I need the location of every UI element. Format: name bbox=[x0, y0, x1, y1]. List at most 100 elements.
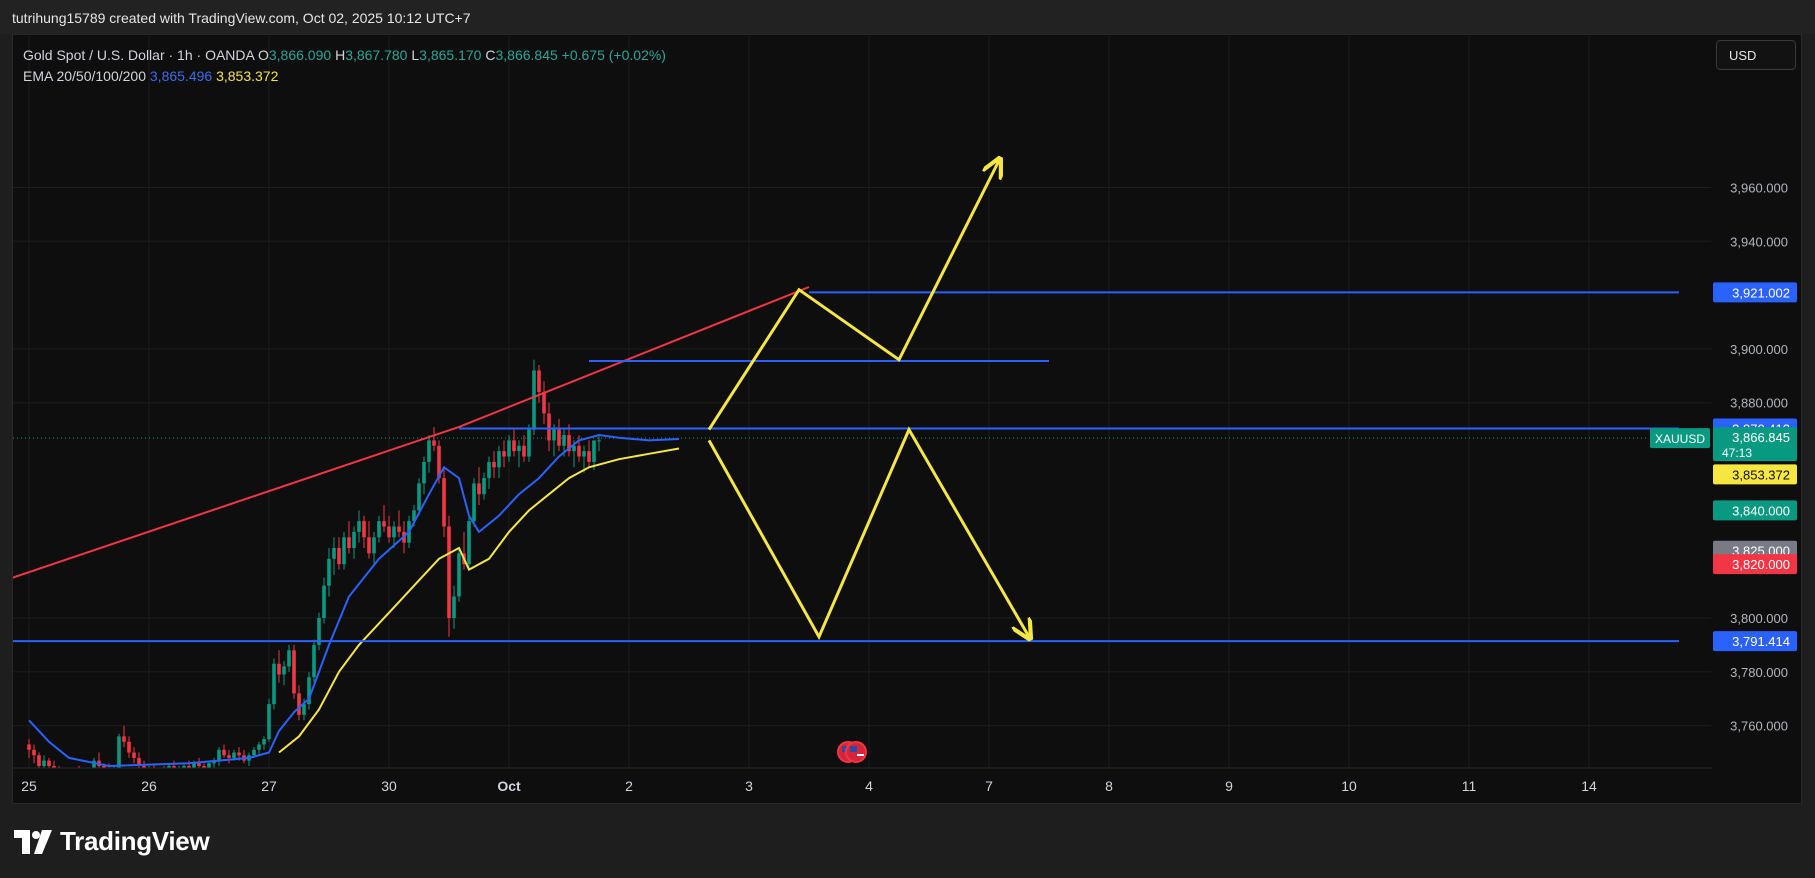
candle-body bbox=[232, 752, 236, 758]
candle-body bbox=[362, 521, 366, 538]
candle-body bbox=[517, 445, 521, 452]
ema50-line bbox=[278, 447, 680, 754]
candle-body bbox=[147, 769, 151, 772]
candle-body bbox=[252, 749, 256, 756]
candle-body bbox=[132, 752, 136, 758]
last-price-badge-bg bbox=[1713, 427, 1797, 462]
price-badge: 3,791.414 bbox=[1713, 631, 1797, 652]
time-tick-label: 11 bbox=[1462, 778, 1477, 794]
candle-body bbox=[312, 644, 316, 678]
time-tick-label: 7 bbox=[985, 778, 993, 794]
candle-body bbox=[142, 766, 146, 768]
legend-open-label: O bbox=[257, 47, 269, 63]
candle-body bbox=[287, 650, 291, 667]
candle-body bbox=[322, 585, 326, 618]
price-badge: 3,921.002 bbox=[1713, 282, 1797, 303]
candle-body bbox=[547, 413, 551, 441]
price-tick-label: 3,760.000 bbox=[1730, 719, 1788, 734]
candle-body bbox=[422, 461, 426, 484]
candle-body bbox=[317, 618, 321, 645]
price-axis: 3,760.000 3,780.000 3,800.000 3,880.000 3,90… bbox=[1650, 180, 1797, 734]
chart-author-caption: tutrihung15789 created with TradingView.… bbox=[12, 10, 471, 26]
brand-logo-block[interactable]: TradingView bbox=[14, 826, 210, 857]
candle-body bbox=[342, 537, 346, 565]
candle-body bbox=[282, 666, 286, 675]
price-badge: 3,820.000 bbox=[1713, 554, 1797, 575]
bullish-projection-path bbox=[707, 161, 999, 431]
candle-body bbox=[52, 766, 56, 768]
candle-body bbox=[217, 749, 221, 761]
candle-body bbox=[432, 440, 436, 446]
candle-body bbox=[292, 650, 296, 694]
candle-body bbox=[167, 766, 171, 768]
candle-body bbox=[477, 483, 481, 495]
candle-body bbox=[332, 548, 336, 559]
candle-body bbox=[272, 663, 276, 705]
candle-body bbox=[447, 526, 451, 618]
symbol-tag-text: XAUUSD bbox=[1655, 432, 1705, 446]
candle-body bbox=[207, 763, 211, 768]
legend-open-value: 3,866.090 bbox=[268, 47, 332, 63]
candle-body bbox=[237, 752, 241, 756]
candle-body bbox=[572, 445, 576, 452]
candle-body bbox=[307, 677, 311, 705]
candle-body bbox=[552, 429, 556, 441]
candle-body bbox=[427, 440, 431, 462]
candle-body bbox=[62, 774, 66, 777]
candle-body bbox=[192, 763, 196, 768]
header-bar: tutrihung15789 created with TradingView.… bbox=[0, 0, 1815, 34]
symbol-tag-bg bbox=[1650, 428, 1710, 449]
candle-body bbox=[72, 771, 76, 782]
price-badge-text: 3,853.372 bbox=[1732, 467, 1790, 482]
candle-body bbox=[297, 693, 301, 715]
candle-body bbox=[257, 744, 261, 750]
time-tick-label: Oct bbox=[497, 778, 521, 794]
grid bbox=[13, 36, 1711, 768]
candle-body bbox=[42, 760, 46, 767]
us-economic-event-icon bbox=[837, 741, 867, 763]
legend-ema-label[interactable]: EMA 20/50/100/200 bbox=[23, 68, 146, 84]
legend-change-value: +0.675 (+0.02%) bbox=[561, 47, 666, 63]
candle-body bbox=[327, 558, 331, 586]
legend-low-value: 3,865.170 bbox=[419, 47, 482, 63]
time-tick-label: 30 bbox=[381, 778, 397, 794]
candle-body bbox=[397, 526, 401, 532]
price-tick-label: 3,940.000 bbox=[1730, 234, 1788, 249]
candle-body bbox=[262, 739, 266, 745]
candle-body bbox=[202, 766, 206, 768]
candle-body bbox=[302, 704, 306, 715]
candle-body bbox=[372, 537, 376, 554]
candle-body bbox=[82, 774, 86, 779]
candle-body bbox=[107, 769, 111, 774]
price-badge-text: 3,791.414 bbox=[1732, 634, 1790, 649]
candle-body bbox=[412, 510, 416, 522]
time-tick-label: 8 bbox=[1105, 778, 1113, 794]
candle-body bbox=[482, 478, 486, 495]
price-badge-bg bbox=[1713, 500, 1797, 521]
candle-body bbox=[557, 429, 561, 446]
price-tick-label: 3,780.000 bbox=[1730, 665, 1788, 680]
candle-body bbox=[542, 391, 546, 414]
time-tick-label: 26 bbox=[141, 778, 157, 794]
candle-body bbox=[387, 526, 391, 538]
chart-frame[interactable] bbox=[12, 34, 1802, 804]
candle-body bbox=[472, 483, 476, 522]
legend-symbol[interactable]: Gold Spot / U.S. Dollar · 1h · OANDA bbox=[23, 47, 255, 63]
legend-low-label: L bbox=[411, 47, 420, 63]
chart-legend: Gold Spot / U.S. Dollar · 1h · OANDA O3,… bbox=[23, 45, 666, 87]
price-badge: 3,853.372 bbox=[1713, 464, 1797, 485]
candle-body bbox=[32, 749, 36, 756]
candle-body bbox=[507, 440, 511, 457]
candle-body bbox=[567, 435, 571, 452]
candle-body bbox=[112, 769, 116, 774]
time-tick-label: 10 bbox=[1341, 778, 1357, 794]
currency-button[interactable]: USD bbox=[1716, 40, 1796, 70]
candle-body bbox=[47, 760, 51, 767]
time-tick-label: 9 bbox=[1225, 778, 1233, 794]
candle-body bbox=[357, 521, 361, 532]
legend-ema20-value: 3,865.496 bbox=[149, 68, 213, 84]
legend-close-label: C bbox=[485, 47, 496, 63]
event-flag-canton bbox=[850, 746, 857, 752]
